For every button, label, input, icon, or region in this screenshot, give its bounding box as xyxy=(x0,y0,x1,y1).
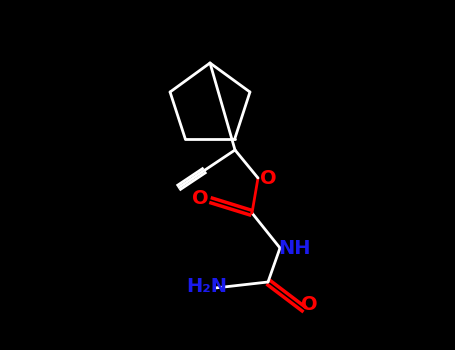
Text: NH: NH xyxy=(278,238,310,258)
Text: O: O xyxy=(260,168,276,188)
Text: O: O xyxy=(301,295,317,315)
Text: H₂N: H₂N xyxy=(187,276,228,295)
Text: O: O xyxy=(192,189,208,208)
